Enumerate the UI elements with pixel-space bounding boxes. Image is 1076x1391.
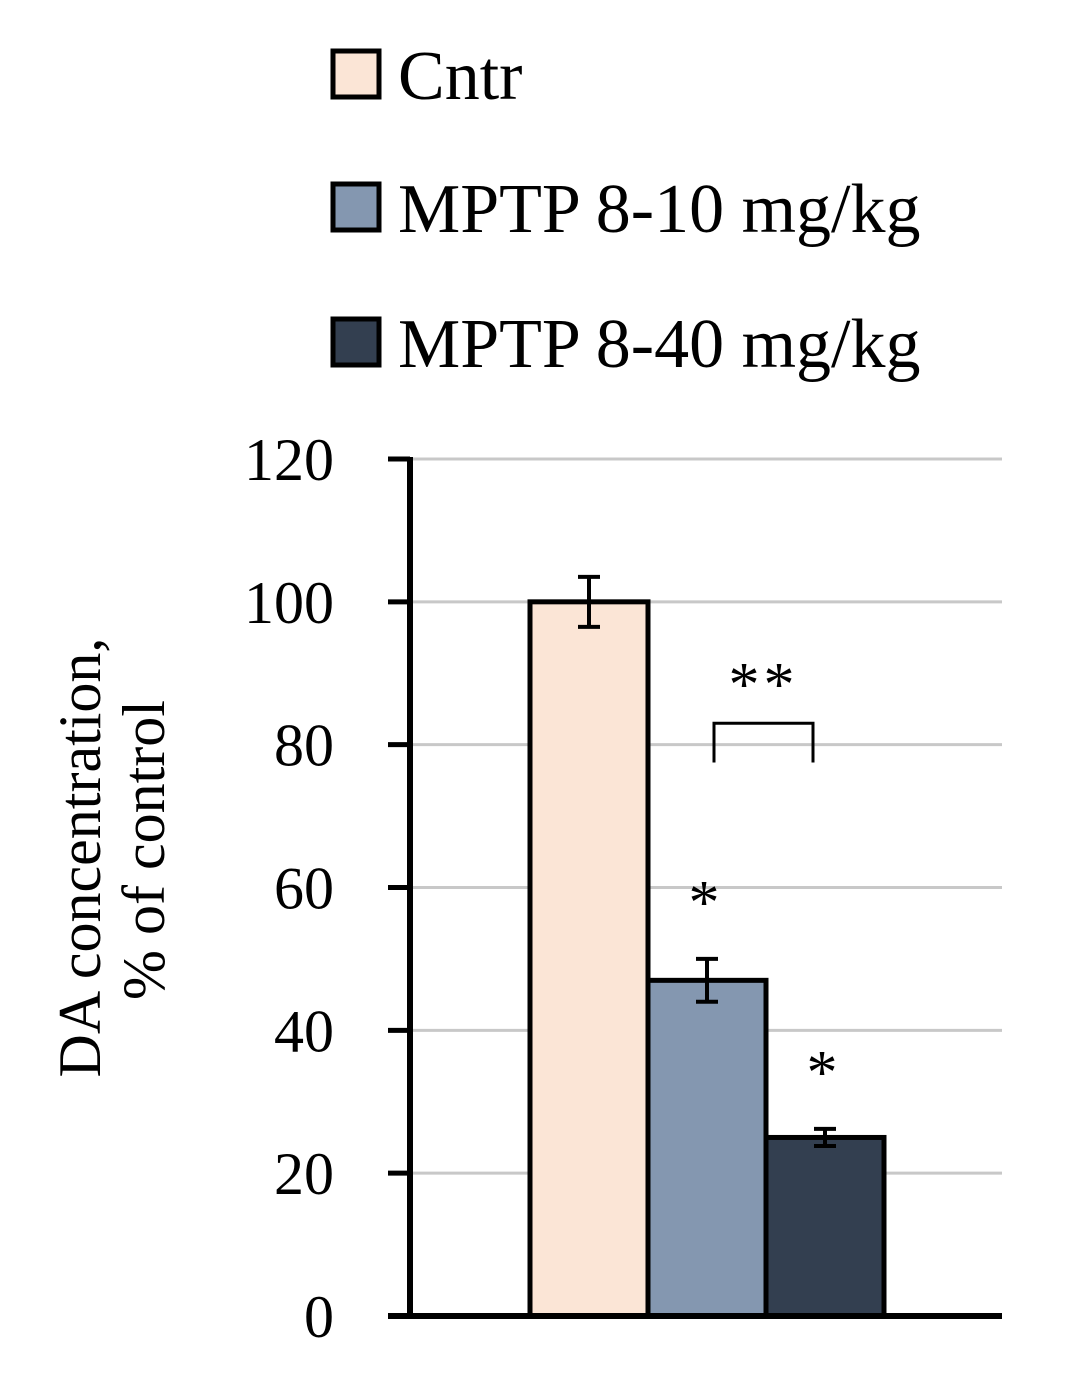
y-tick-label-120: 120 — [244, 427, 334, 493]
legend-item-2: MPTP 8-10 mg/kg — [330, 171, 920, 248]
significance-marker-2: * — [689, 869, 720, 937]
error-bar-2 — [696, 956, 718, 1004]
legend-swatch-1 — [330, 48, 382, 100]
bar-1 — [527, 599, 651, 1319]
legend-swatch-3 — [330, 316, 382, 368]
legend-label-1: Cntr — [398, 38, 522, 115]
y-tick-label-80: 80 — [274, 713, 334, 779]
y-axis-label-line-1: DA concentration, — [47, 638, 113, 1078]
legend: Cntr MPTP 8-10 mg/kg MPTP 8-40 mg/kg — [330, 38, 920, 383]
comparison-marker: ** — [729, 651, 799, 719]
significance-annotations: **** — [689, 651, 838, 1107]
axes — [388, 457, 1002, 1319]
significance-marker-3: * — [807, 1039, 838, 1107]
error-bar-3 — [814, 1126, 836, 1149]
bars — [527, 574, 887, 1319]
y-axis-ticks: 0 20 40 60 80 100 120 — [244, 427, 410, 1350]
legend-label-2: MPTP 8-10 mg/kg — [398, 171, 920, 248]
bar-2 — [645, 977, 769, 1319]
y-tick-label-40: 40 — [274, 998, 334, 1064]
legend-item-1: Cntr — [330, 38, 522, 115]
comparison-bracket — [712, 721, 815, 763]
legend-label-3: MPTP 8-40 mg/kg — [398, 306, 920, 383]
error-bar-1 — [578, 574, 600, 629]
y-tick-label-100: 100 — [244, 570, 334, 636]
legend-swatch-2 — [330, 181, 382, 233]
gridlines — [413, 457, 1002, 1175]
bar-3 — [763, 1134, 887, 1319]
y-tick-label-0: 0 — [304, 1284, 334, 1350]
y-axis-label: DA concentration, % of control — [47, 623, 177, 1078]
y-tick-label-20: 20 — [274, 1141, 334, 1207]
y-tick-label-60: 60 — [274, 856, 334, 922]
legend-item-3: MPTP 8-40 mg/kg — [330, 306, 920, 383]
y-axis-label-line-2: % of control — [111, 700, 177, 1000]
